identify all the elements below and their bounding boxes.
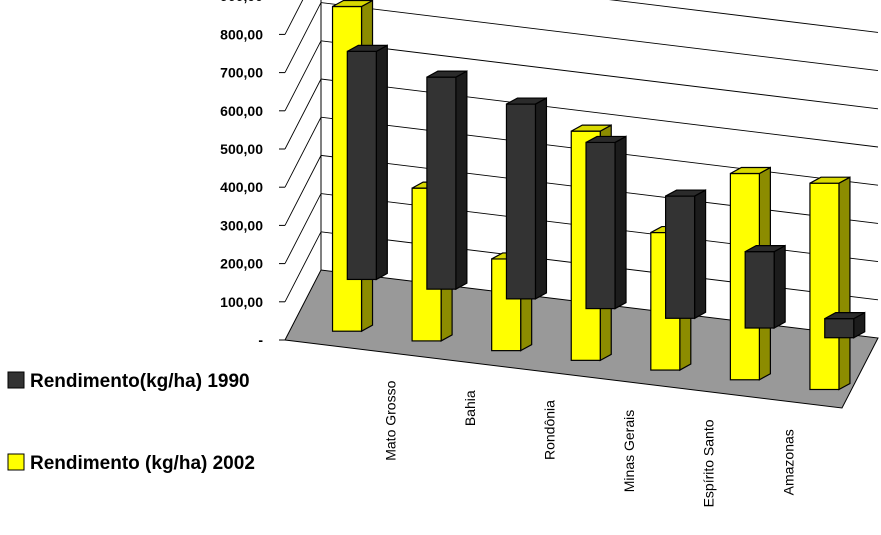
bar-top — [809, 176, 851, 184]
y-tick-label: 500,00 — [220, 141, 263, 157]
legend-label: Rendimento (kg/ha) 2002 — [30, 453, 255, 474]
bar-front — [809, 182, 840, 391]
bar-top — [744, 245, 786, 253]
bar — [809, 176, 851, 391]
gridlines — [284, 0, 879, 303]
x-axis-categories: Mato Grosso Bahia Rondônia Minas Gerais Espí… — [382, 380, 796, 507]
category-label: Mato Grosso — [382, 380, 398, 460]
bar-front — [426, 76, 457, 290]
bar-front — [585, 141, 616, 310]
bar — [824, 311, 866, 339]
y-tick-label: 100,00 — [220, 294, 263, 310]
category-label: Bahia — [462, 390, 478, 426]
y-tick-label: 400,00 — [220, 179, 263, 195]
bar-top — [665, 189, 706, 197]
bar-top — [824, 312, 866, 320]
side-wall — [285, 0, 321, 340]
bar-front — [744, 251, 775, 329]
bar — [505, 97, 548, 300]
bar-side — [773, 244, 786, 330]
gridline — [284, 40, 879, 112]
bar-top — [730, 166, 771, 175]
bar — [744, 244, 786, 330]
bar-front — [824, 318, 855, 339]
bar-front — [505, 103, 537, 300]
bar-top — [506, 97, 547, 105]
bar — [426, 70, 468, 291]
bar-front — [664, 195, 696, 319]
legend-swatch — [7, 371, 25, 389]
gridline — [284, 2, 879, 73]
bar-side — [693, 189, 707, 320]
legend-label: Rendimento(kg/ha) 1990 — [30, 371, 250, 392]
category-label: Espírito Santo — [701, 419, 717, 507]
bar-side — [838, 176, 851, 391]
y-tick-label: 700,00 — [220, 65, 263, 81]
bar-front — [346, 50, 377, 281]
bar-top — [585, 135, 627, 144]
category-label: Minas Gerais — [621, 410, 637, 492]
bar — [585, 135, 627, 310]
bar-side — [455, 70, 468, 291]
bar-side — [375, 44, 388, 281]
bar-top — [347, 44, 388, 52]
category-label: Rondônia — [542, 400, 558, 460]
bar — [664, 189, 707, 320]
y-tick-label: 800,00 — [220, 26, 263, 42]
y-axis-ticks: - 100,00 200,00 300,00 400,00 500,00 600,00 700… — [220, 0, 285, 348]
gridline — [284, 78, 879, 150]
bar-top — [332, 0, 373, 8]
bar-top — [570, 124, 612, 132]
bar-side — [614, 135, 627, 310]
y-tick-label: 300,00 — [220, 217, 263, 233]
y-tick-label: 600,00 — [220, 103, 263, 119]
gridline — [284, 0, 879, 35]
y-tick-label: 900,00 — [220, 0, 263, 4]
bars — [331, 0, 866, 391]
y-tick-label: - — [258, 332, 263, 348]
legend: Rendimento(kg/ha) 1990 Rendimento (kg/ha)… — [7, 371, 255, 474]
legend-swatch — [7, 453, 25, 471]
category-label: Amazonas — [780, 429, 796, 495]
gridline — [284, 116, 879, 188]
bar-side — [534, 97, 548, 300]
bar-top — [426, 70, 468, 78]
bar — [346, 44, 388, 281]
y-tick-label: 200,00 — [220, 256, 263, 272]
